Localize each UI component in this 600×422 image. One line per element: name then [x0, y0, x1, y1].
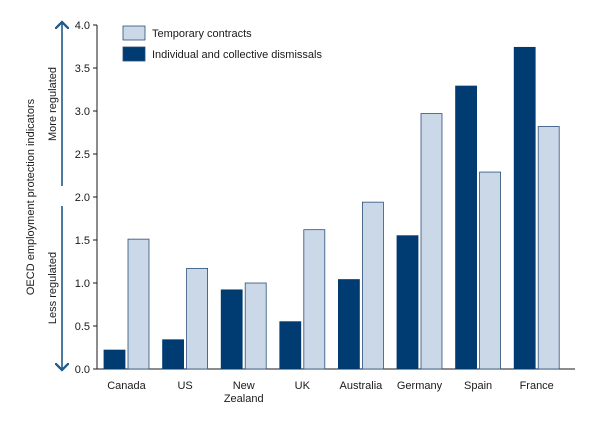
bar-temporary-uk	[303, 229, 326, 370]
legend-label-individual-and-collective-dismissals: Individual and collective dismissals	[152, 49, 322, 61]
bar-temporary-germany	[420, 113, 443, 370]
bar-dismissals-australia	[337, 279, 360, 370]
bar-dismissals-us	[162, 339, 185, 370]
bar-temporary-france	[537, 126, 560, 370]
legend-swatch-individual-and-collective-dismissals	[122, 46, 146, 62]
y-tick-label: 2.5	[75, 149, 90, 161]
axes-group: 0.0 0.5 1.0 1.5 2.0 2.5 3.0 3.5 4.0 OECD employme…	[25, 20, 575, 376]
legend-label-temporary-contracts: Temporary contracts	[152, 28, 252, 40]
bar-temporary-canada	[127, 238, 150, 370]
bars-group	[103, 46, 560, 370]
x-tick-label-france: France	[520, 380, 554, 392]
y-tick-label: 0.5	[75, 321, 90, 333]
regulation-annotations: More regulated Less regulated	[47, 22, 62, 370]
bar-dismissals-uk	[279, 321, 302, 370]
bar-dismissals-spain	[455, 85, 478, 370]
y-tick-label: 3.0	[75, 106, 90, 118]
x-tick-label-germany: Germany	[397, 380, 443, 392]
bar-temporary-spain	[479, 171, 502, 370]
x-tick-label-uk: UK	[295, 380, 311, 392]
less-regulated-label: Less regulated	[47, 252, 59, 324]
x-tick-label-us: US	[177, 380, 192, 392]
bar-temporary-us	[186, 267, 209, 370]
labels-group: Canada US New Zealand UK Australia Germany Spai…	[107, 380, 554, 405]
legend: Temporary contracts Individual and collec…	[122, 25, 322, 62]
bar-dismissals-canada	[103, 349, 126, 370]
bar-temporary-australia	[361, 201, 384, 370]
y-tick-label: 0.0	[75, 364, 90, 376]
more-regulated-label: More regulated	[47, 67, 59, 141]
bar-dismissals-france	[513, 46, 536, 370]
legend-swatch-temporary-contracts	[122, 25, 146, 41]
y-tick-label: 4.0	[75, 20, 90, 32]
x-tick-label-spain: Spain	[464, 380, 492, 392]
x-tick-label-new-zealand: New Zealand	[224, 380, 264, 405]
y-tick-label: 1.0	[75, 278, 90, 290]
y-tick-label: 3.5	[75, 63, 90, 75]
x-tick-label-australia: Australia	[340, 380, 384, 392]
bar-dismissals-new-zealand	[220, 289, 243, 370]
y-axis-title: OECD employment protection indicators	[25, 98, 37, 295]
x-tick-label-canada: Canada	[107, 380, 146, 392]
bar-dismissals-germany	[396, 235, 419, 370]
bar-temporary-new-zealand	[244, 282, 267, 370]
y-tick-label: 1.5	[75, 235, 90, 247]
y-tick-label: 2.0	[75, 192, 90, 204]
